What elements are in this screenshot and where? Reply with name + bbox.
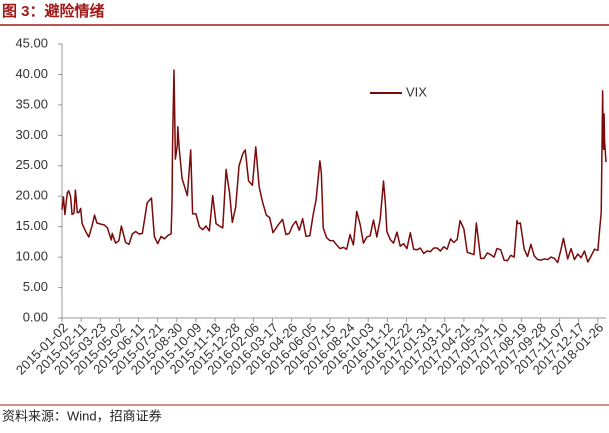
y-tick-label: 5.00 <box>23 279 48 294</box>
y-tick-label: 45.00 <box>15 35 48 50</box>
legend-label: VIX <box>406 84 427 99</box>
y-tick-label: 20.00 <box>15 188 48 203</box>
y-tick-label: 30.00 <box>15 127 48 142</box>
y-tick-label: 35.00 <box>15 96 48 111</box>
y-tick-label: 40.00 <box>15 66 48 81</box>
line-series <box>61 69 607 264</box>
y-tick-label: 25.00 <box>15 157 48 172</box>
y-tick-label: 10.00 <box>15 249 48 264</box>
y-tick-label: 15.00 <box>15 218 48 233</box>
chart-title: 图 3：避险情绪 <box>2 2 105 20</box>
source: 资料来源：Wind，招商证券 <box>2 408 162 423</box>
y-tick-label: 0.00 <box>23 309 48 324</box>
